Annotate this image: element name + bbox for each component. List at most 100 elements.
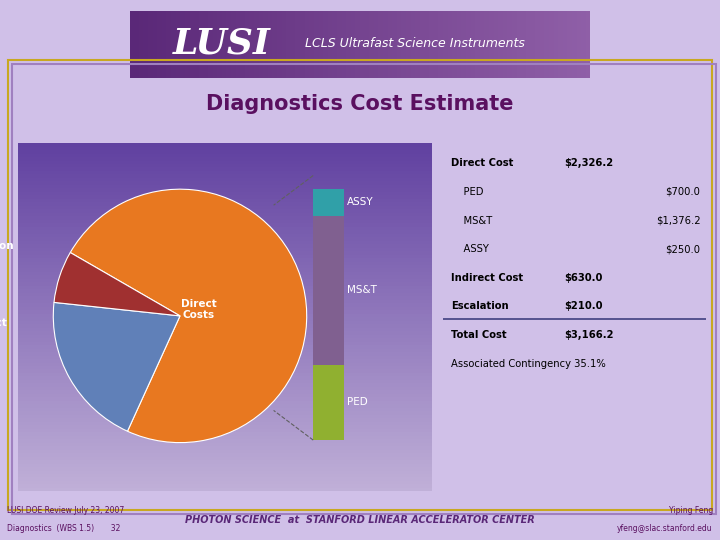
Wedge shape — [53, 302, 180, 431]
Bar — [18, 220, 432, 223]
Bar — [313, 189, 343, 216]
Bar — [143, 11, 148, 78]
Text: ASSY: ASSY — [451, 244, 489, 254]
Bar — [18, 268, 432, 272]
Bar — [18, 352, 432, 355]
Bar — [277, 11, 282, 78]
Bar — [498, 11, 503, 78]
Bar — [438, 11, 444, 78]
Text: MS&T: MS&T — [347, 285, 377, 295]
Bar — [572, 11, 577, 78]
Bar — [18, 293, 432, 296]
Bar — [18, 286, 432, 289]
Bar — [18, 453, 432, 456]
Bar — [18, 300, 432, 303]
Bar — [254, 11, 259, 78]
Bar — [18, 359, 432, 362]
Bar — [448, 11, 453, 78]
Bar — [581, 11, 586, 78]
Bar — [18, 272, 432, 275]
Bar — [397, 11, 402, 78]
Bar — [379, 11, 384, 78]
Bar — [264, 11, 269, 78]
Bar — [443, 11, 448, 78]
Bar — [162, 11, 167, 78]
Bar — [18, 206, 432, 210]
Bar — [18, 296, 432, 300]
Bar — [217, 11, 222, 78]
Text: $250.0: $250.0 — [665, 244, 701, 254]
Text: $3,166.2: $3,166.2 — [564, 330, 613, 340]
Bar — [18, 265, 432, 268]
Bar — [410, 11, 415, 78]
Bar — [549, 11, 554, 78]
Bar — [226, 11, 231, 78]
Bar — [369, 11, 374, 78]
Bar — [18, 418, 432, 422]
Text: Escalation: Escalation — [451, 301, 508, 312]
Bar — [313, 364, 343, 440]
Bar — [199, 11, 204, 78]
Bar — [189, 11, 194, 78]
Text: PHOTON SCIENCE  at  STANFORD LINEAR ACCELERATOR CENTER: PHOTON SCIENCE at STANFORD LINEAR ACCELE… — [185, 515, 535, 525]
Bar — [291, 11, 296, 78]
Bar — [18, 251, 432, 254]
Bar — [18, 383, 432, 387]
Bar — [18, 227, 432, 230]
Bar — [18, 355, 432, 359]
Text: Escalation: Escalation — [0, 241, 14, 251]
Bar — [420, 11, 425, 78]
Text: LUSI: LUSI — [173, 26, 271, 60]
Bar — [466, 11, 471, 78]
Bar — [489, 11, 494, 78]
Bar — [18, 335, 432, 338]
Text: $210.0: $210.0 — [564, 301, 602, 312]
Bar — [462, 11, 467, 78]
Bar — [18, 366, 432, 369]
Bar — [295, 11, 300, 78]
Bar — [203, 11, 208, 78]
Text: Diagnostics  (WBS 1.5)       32: Diagnostics (WBS 1.5) 32 — [7, 524, 120, 533]
Bar — [235, 11, 240, 78]
Bar — [18, 456, 432, 460]
Bar — [18, 373, 432, 376]
Bar — [18, 404, 432, 408]
Bar — [406, 11, 411, 78]
Bar — [18, 390, 432, 394]
Bar — [139, 11, 144, 78]
Bar — [328, 11, 333, 78]
Bar — [18, 369, 432, 373]
Bar — [425, 11, 430, 78]
Bar — [134, 11, 139, 78]
Bar — [310, 11, 315, 78]
Bar — [18, 328, 432, 331]
Bar — [346, 11, 351, 78]
Text: MS&T: MS&T — [451, 215, 492, 226]
Bar — [475, 11, 480, 78]
Text: Total Cost: Total Cost — [451, 330, 506, 340]
Bar — [18, 146, 432, 150]
Bar — [18, 143, 432, 146]
Bar — [18, 488, 432, 491]
Bar — [415, 11, 420, 78]
Text: yfeng@slac.stanford.edu: yfeng@slac.stanford.edu — [617, 524, 713, 533]
Bar — [258, 11, 264, 78]
Bar — [18, 484, 432, 488]
Bar — [18, 282, 432, 286]
Bar — [544, 11, 549, 78]
Bar — [208, 11, 213, 78]
Bar — [392, 11, 397, 78]
Bar — [494, 11, 499, 78]
Bar — [18, 234, 432, 237]
Text: Indirect Cost: Indirect Cost — [451, 273, 523, 283]
Bar — [18, 153, 432, 157]
Bar — [563, 11, 568, 78]
Text: ASSY: ASSY — [347, 198, 374, 207]
Bar — [364, 11, 369, 78]
Bar — [452, 11, 457, 78]
Bar — [300, 11, 305, 78]
Bar — [282, 11, 287, 78]
Bar — [503, 11, 508, 78]
Bar — [18, 387, 432, 390]
Text: Yiping Feng: Yiping Feng — [669, 507, 713, 515]
